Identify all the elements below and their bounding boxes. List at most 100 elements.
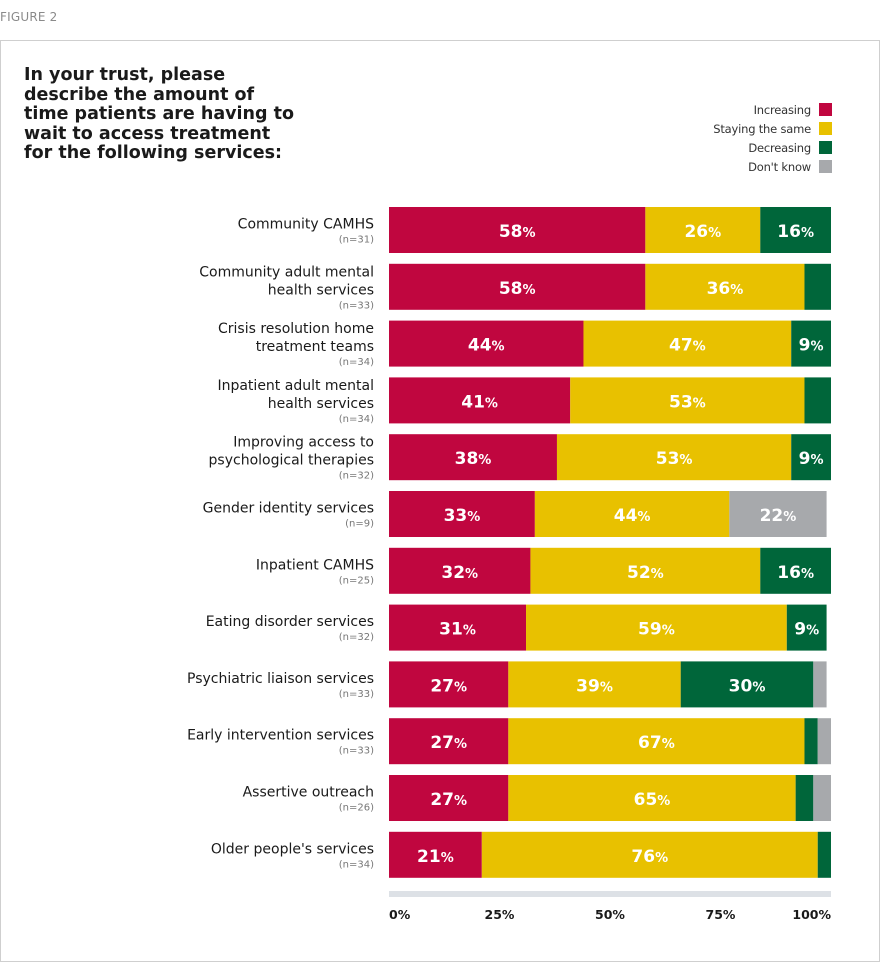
bar-segment-don-t-know — [817, 718, 831, 765]
bar-segment-decreasing — [680, 661, 814, 708]
sample-size-label: (n=31) — [339, 235, 374, 246]
bar-segment-increasing — [389, 320, 584, 367]
data-label: 27% — [430, 676, 467, 696]
bar-segment-decreasing — [786, 604, 827, 651]
legend-item: Don't know — [713, 157, 832, 176]
x-tick-label: 25% — [485, 907, 515, 922]
data-label: 27% — [430, 790, 467, 810]
category-label: Inpatient CAMHS — [256, 557, 374, 573]
sample-size-label: (n=34) — [339, 357, 374, 368]
data-label: 30% — [729, 676, 766, 696]
data-label: 59% — [638, 620, 675, 640]
data-label: 27% — [430, 733, 467, 753]
legend-swatch — [819, 122, 832, 135]
bar-segment-decreasing — [791, 434, 831, 481]
category-label: Gender identity services — [203, 501, 374, 517]
category-label: Community CAMHS — [238, 217, 374, 233]
bar-segment-increasing — [389, 775, 509, 821]
bar-segment-don-t-know — [813, 661, 827, 708]
legend-item: Increasing — [713, 100, 832, 119]
bar-segment-increasing — [389, 718, 509, 765]
bar-segment-decreasing — [795, 775, 814, 821]
bar-segment-staying-the-same — [534, 491, 730, 537]
bar-segment-increasing — [389, 434, 557, 481]
data-label: 41% — [461, 392, 498, 412]
legend-label: Staying the same — [713, 121, 811, 136]
legend-label: Decreasing — [748, 140, 811, 155]
x-tick-label: 50% — [595, 907, 625, 922]
data-label: 16% — [777, 563, 814, 583]
legend-swatch — [819, 141, 832, 154]
bar-segment-increasing — [389, 547, 531, 594]
category-label: Crisis resolution home — [218, 321, 374, 337]
category-label: treatment teams — [256, 339, 374, 355]
legend-swatch — [819, 160, 832, 173]
x-tick-label: 100% — [792, 907, 831, 922]
bar-segment-staying-the-same — [526, 604, 787, 651]
sample-size-label: (n=26) — [339, 803, 374, 814]
bar-segment-increasing — [389, 263, 646, 310]
sample-size-label: (n=33) — [339, 300, 374, 311]
category-label: Inpatient adult mental — [217, 378, 374, 394]
bar-segment-don-t-know — [813, 775, 831, 821]
category-label: Community adult mental — [199, 264, 374, 280]
data-label: 26% — [684, 222, 721, 242]
bar-segment-decreasing — [804, 377, 831, 424]
bar-segment-staying-the-same — [481, 831, 818, 878]
x-tick-label: 75% — [706, 907, 736, 922]
data-label: 9% — [794, 620, 819, 640]
bar-segment-decreasing — [760, 207, 831, 253]
bar-segment-staying-the-same — [556, 434, 792, 481]
chart-title: In your trust, please describe the amoun… — [24, 65, 295, 163]
data-label: 9% — [799, 336, 824, 356]
category-label: Improving access to — [233, 435, 374, 451]
data-label: 58% — [499, 279, 536, 299]
data-label: 53% — [656, 449, 693, 469]
figure-label: FIGURE 2 — [0, 10, 58, 24]
data-label: 76% — [631, 847, 668, 867]
sample-size-label: (n=33) — [339, 746, 374, 757]
bar-segment-decreasing — [804, 263, 831, 310]
bar-segment-staying-the-same — [645, 207, 761, 253]
bar-segment-increasing — [389, 207, 646, 253]
data-label: 53% — [669, 392, 706, 412]
data-label: 22% — [760, 506, 797, 526]
bar-segment-increasing — [389, 491, 535, 537]
bar-segment-increasing — [389, 604, 527, 651]
x-axis-line — [389, 891, 831, 897]
chart-legend: Increasing Staying the same Decreasing Don'… — [713, 100, 832, 176]
category-label: Assertive outreach — [243, 785, 374, 801]
bar-segment-staying-the-same — [508, 775, 796, 821]
bar-segment-decreasing — [760, 547, 831, 594]
legend-swatch — [819, 103, 832, 116]
sample-size-label: (n=9) — [345, 519, 374, 530]
legend-label: Don't know — [748, 159, 811, 174]
category-label: health services — [268, 396, 374, 412]
bar-segment-staying-the-same — [508, 718, 805, 765]
data-label: 16% — [777, 222, 814, 242]
bar-segment-increasing — [389, 661, 509, 708]
legend-label: Increasing — [753, 102, 812, 117]
data-label: 9% — [799, 449, 824, 469]
bar-segment-staying-the-same — [508, 661, 681, 708]
bar-segment-decreasing — [817, 831, 831, 878]
sample-size-label: (n=33) — [339, 689, 374, 700]
sample-size-label: (n=32) — [339, 471, 374, 482]
data-label: 44% — [614, 506, 651, 526]
bar-segment-staying-the-same — [570, 377, 805, 424]
bar-segment-staying-the-same — [530, 547, 761, 594]
bar-segment-don-t-know — [729, 491, 827, 537]
bar-segment-increasing — [389, 377, 571, 424]
figure-frame — [0, 40, 880, 962]
category-label: health services — [268, 282, 374, 298]
bar-segment-staying-the-same — [645, 263, 805, 310]
legend-item: Decreasing — [713, 138, 832, 157]
sample-size-label: (n=32) — [339, 632, 374, 643]
category-label: Eating disorder services — [206, 614, 374, 630]
category-label: Older people's services — [211, 841, 374, 857]
sample-size-label: (n=25) — [339, 575, 374, 586]
data-label: 38% — [455, 449, 492, 469]
data-label: 65% — [634, 790, 671, 810]
data-label: 44% — [468, 336, 505, 356]
